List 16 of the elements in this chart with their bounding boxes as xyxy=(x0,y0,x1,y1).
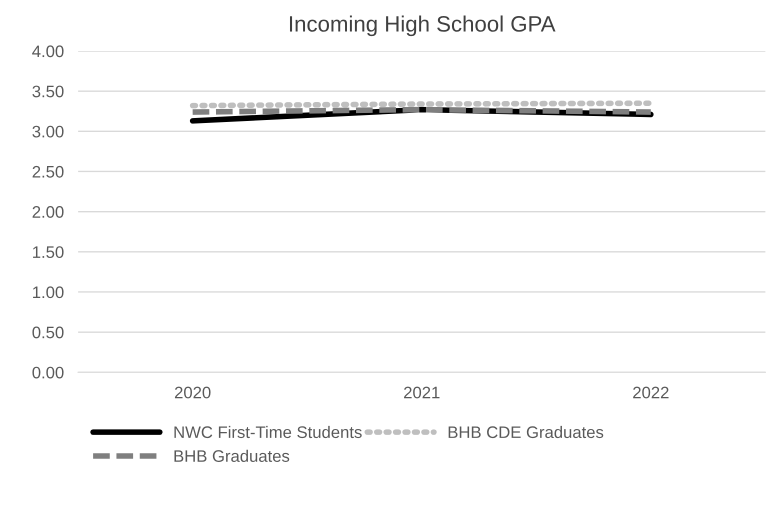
y-tick-label: 2.50 xyxy=(32,166,64,178)
y-tick-label: 3.50 xyxy=(32,86,64,98)
x-tick-label: 2022 xyxy=(633,386,669,398)
legend-label: NWC First-Time Students xyxy=(174,426,362,438)
chart-title: Incoming High School GPA xyxy=(290,15,556,36)
y-tick-label: 1.00 xyxy=(33,286,64,298)
legend-label: BHB CDE Graduates xyxy=(448,426,604,438)
y-tick-label: 3.00 xyxy=(32,126,64,138)
x-tick-label: 2020 xyxy=(174,386,211,398)
x-tick-label: 2021 xyxy=(404,386,440,398)
y-tick-label: 4.00 xyxy=(32,45,64,58)
y-tick-label: 0.00 xyxy=(32,366,64,379)
legend-label: BHB Graduates xyxy=(174,450,290,462)
y-tick-label: 2.00 xyxy=(32,206,64,218)
y-tick-label: 1.50 xyxy=(33,246,64,258)
y-tick-label: 0.50 xyxy=(32,326,64,338)
